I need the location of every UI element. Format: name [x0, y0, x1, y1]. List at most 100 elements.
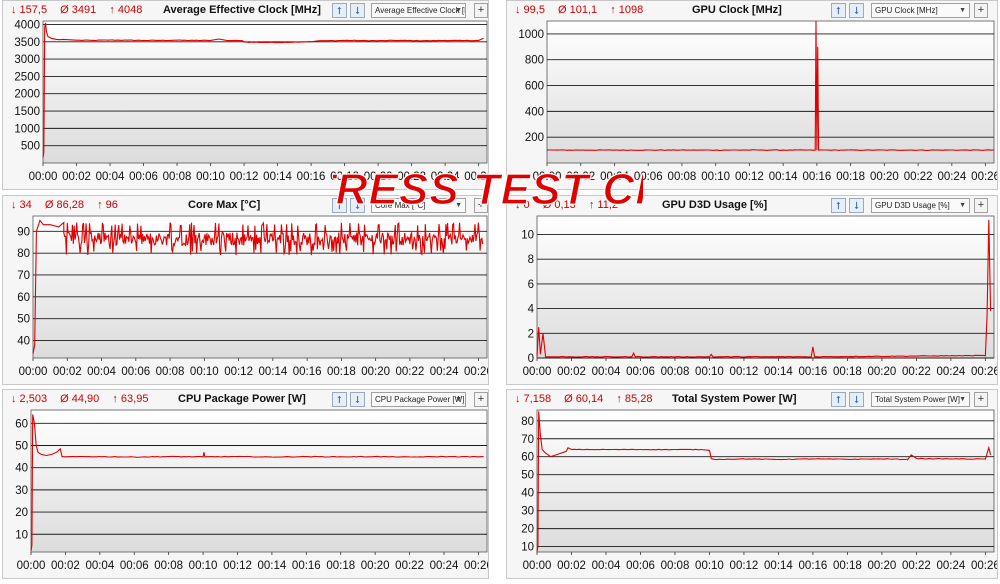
arrow-down-icon[interactable]: ⭣: [849, 392, 864, 407]
panel-header: ↓ 0 Ø 0,13 ↑ 11,2 GPU D3D Usage [%] ⭡ ⭣ …: [507, 196, 997, 216]
sensor-select-value: Core Max [°C]: [375, 201, 426, 210]
stat-max: ↑ 1098: [610, 4, 644, 16]
y-tick-label: 80: [521, 416, 534, 428]
y-tick-label: 20: [15, 507, 28, 519]
panel-gpu-clock: 200 400 600 800 1000 00:00 00:02 00:04 00:06 00:0…: [506, 0, 998, 190]
x-tick-label: 00:12: [735, 171, 764, 183]
x-tick-label: 00:16: [799, 560, 828, 572]
panel-core-max: 40 50 60 70 80 90 00:00 00:02 00:04 00:06 00:08 00:…: [2, 195, 489, 385]
plus-icon[interactable]: +: [474, 3, 488, 18]
plus-icon[interactable]: +: [974, 392, 988, 407]
x-tick-label: 00:22: [902, 366, 931, 378]
plot-area: [536, 409, 995, 553]
y-tick-label: 3500: [14, 37, 40, 49]
sensor-select[interactable]: Total System Power [W] ▼: [871, 392, 970, 407]
stats-readout: ↓ 99,5 Ø 101,1 ↑ 1098: [515, 4, 653, 16]
y-tick-label: 600: [525, 81, 544, 93]
x-tick-label: 00:22: [396, 366, 425, 378]
x-tick-label: 00:22: [904, 171, 933, 183]
x-tick-label: 00:00: [523, 366, 552, 378]
plus-icon[interactable]: +: [974, 3, 988, 18]
arrow-up-icon[interactable]: ⭡: [831, 392, 846, 407]
arrow-down-icon[interactable]: ⭣: [849, 198, 864, 213]
arrow-down-icon[interactable]: ⭣: [350, 3, 365, 18]
y-tick-label: 60: [17, 292, 30, 304]
chart-gpu-d3d: 0 2 4 6 8 10 00:00 00:02 00:04 00:06 00:08 00:10 00:…: [521, 215, 997, 378]
x-tick-label: 00:04: [96, 171, 125, 183]
plus-icon[interactable]: +: [474, 198, 488, 213]
x-tick-label: 00:24: [936, 366, 965, 378]
y-tick-label: 10: [521, 542, 534, 554]
arrow-down-icon[interactable]: ⭣: [849, 3, 864, 18]
stats-readout: ↓ 2,503 Ø 44,90 ↑ 63,95: [11, 393, 158, 405]
y-tick-label: 90: [17, 226, 30, 238]
stat-min: ↓ 99,5: [515, 4, 545, 16]
y-tick-label: 200: [525, 132, 544, 144]
arrow-up-icon[interactable]: ⭡: [332, 198, 347, 213]
arrow-down-icon[interactable]: ⭣: [350, 392, 365, 407]
x-tick-label: 00:00: [523, 560, 552, 572]
chevron-down-icon: ▼: [455, 7, 462, 14]
x-tick-label: 00:14: [769, 171, 798, 183]
x-tick-label: 00:26: [464, 560, 488, 572]
y-tick-label: 40: [521, 488, 534, 500]
x-tick-label: 00:22: [397, 171, 426, 183]
x-tick-label: 00:06: [129, 171, 158, 183]
y-tick-label: 10: [521, 230, 534, 242]
y-tick-label: 30: [15, 485, 28, 497]
chevron-down-icon: ▼: [455, 396, 462, 403]
x-tick-label: 00:26: [971, 560, 997, 572]
y-tick-label: 50: [521, 470, 534, 482]
x-tick-label: 00:04: [592, 366, 621, 378]
panel-cpu-power: 10 20 30 40 50 60 00:00 00:02 00:04 00:06 00:08 00:…: [2, 389, 489, 579]
stat-avg: Ø 60,14: [564, 393, 604, 405]
panel-avg-clock: 500 1000 1500 2000 2500 3000 3500 4000 00:00 00:0…: [2, 0, 489, 190]
sensor-select[interactable]: Core Max [°C] ▼: [371, 198, 466, 213]
x-tick-label: 00:16: [799, 366, 828, 378]
x-tick-label: 00:06: [121, 366, 150, 378]
x-tick-label: 00:10: [701, 171, 730, 183]
y-tick-label: 800: [525, 55, 544, 67]
x-tick-label: 00:26: [971, 171, 997, 183]
y-tick-label: 1000: [14, 123, 40, 135]
x-tick-label: 00:08: [661, 560, 690, 572]
chart-sys-power: 10 20 30 40 50 60 70 80 00:00 00:02 00:04 00:06 00:0…: [521, 409, 997, 572]
chevron-down-icon: ▼: [959, 202, 966, 209]
x-tick-label: 00:14: [258, 560, 287, 572]
sensor-select[interactable]: CPU Package Power [W] ▼: [371, 392, 466, 407]
arrow-down-icon[interactable]: ⭣: [350, 198, 365, 213]
arrow-up-icon[interactable]: ⭡: [831, 198, 846, 213]
arrow-up-icon[interactable]: ⭡: [332, 392, 347, 407]
stat-min: ↓ 2,503: [11, 393, 48, 405]
sensor-select[interactable]: GPU D3D Usage [%] ▼: [871, 198, 970, 213]
y-tick-label: 40: [17, 336, 30, 348]
x-tick-label: 00:02: [51, 560, 80, 572]
x-tick-label: 00:16: [293, 366, 322, 378]
y-tick-label: 400: [525, 106, 544, 118]
chevron-down-icon: ▼: [455, 202, 462, 209]
arrow-up-icon[interactable]: ⭡: [332, 3, 347, 18]
arrow-up-icon[interactable]: ⭡: [831, 3, 846, 18]
y-tick-label: 10: [15, 529, 28, 541]
sensor-select[interactable]: Average Effective Clock [MHz] ▼: [371, 3, 466, 18]
chart-core-max: 40 50 60 70 80 90 00:00 00:02 00:04 00:06 00:08 00:…: [17, 215, 488, 378]
panel-header: ↓ 2,503 Ø 44,90 ↑ 63,95 CPU Package Powe…: [3, 390, 488, 410]
stat-avg: Ø 0,13: [542, 199, 576, 211]
series-line: [536, 411, 992, 552]
chart-cpu-power: 10 20 30 40 50 60 00:00 00:02 00:04 00:06 00:08 00:…: [15, 409, 488, 572]
x-tick-label: 00:24: [937, 171, 966, 183]
x-tick-label: 00:06: [626, 366, 655, 378]
panel-header: ↓ 99,5 Ø 101,1 ↑ 1098 GPU Clock [MHz] ⭡ …: [507, 1, 997, 21]
x-tick-label: 00:08: [668, 171, 697, 183]
stat-min: ↓ 7,158: [515, 393, 552, 405]
panel-title: CPU Package Power [W]: [178, 393, 306, 405]
chevron-down-icon: ▼: [959, 396, 966, 403]
plus-icon[interactable]: +: [974, 198, 988, 213]
x-tick-label: 00:06: [634, 171, 663, 183]
x-tick-label: 00:24: [936, 560, 965, 572]
x-tick-label: 00:24: [430, 366, 459, 378]
sensor-select[interactable]: GPU Clock [MHz] ▼: [871, 3, 970, 18]
x-tick-label: 00:10: [196, 171, 225, 183]
plus-icon[interactable]: +: [474, 392, 488, 407]
series-line: [32, 219, 484, 354]
